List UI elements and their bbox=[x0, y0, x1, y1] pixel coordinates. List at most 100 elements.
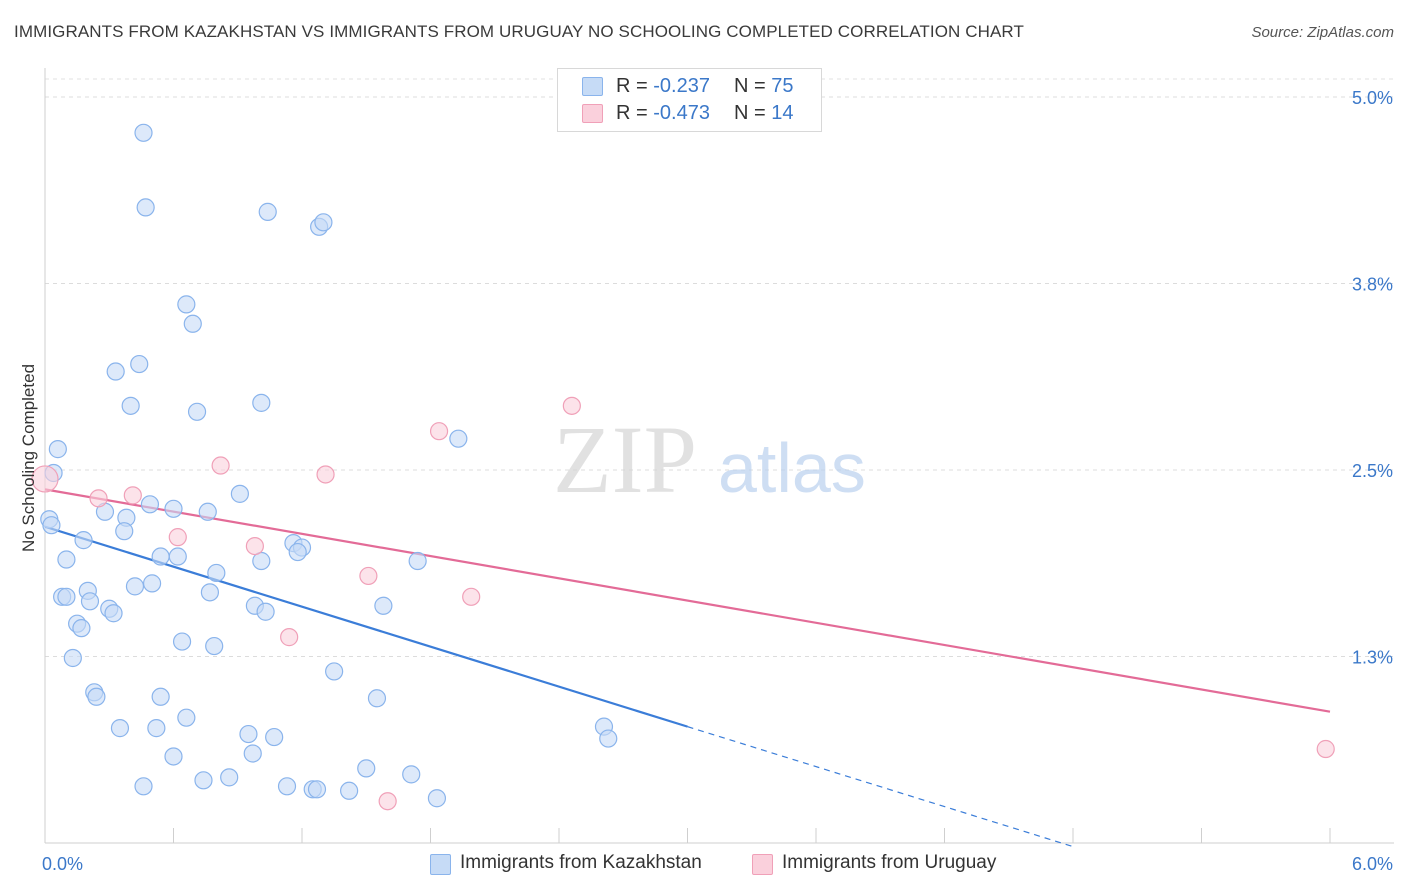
x-tick-label: 6.0% bbox=[1352, 854, 1393, 874]
point-kazakhstan bbox=[115, 522, 134, 541]
point-kazakhstan bbox=[183, 314, 202, 333]
legend-r-label: R = bbox=[616, 75, 648, 97]
y-tick-labels: 1.3% 2.5% 3.8% 5.0% bbox=[1352, 88, 1393, 668]
legend-swatch-kazakhstan bbox=[582, 77, 603, 96]
y-tick-label: 3.8% bbox=[1352, 275, 1393, 295]
point-kazakhstan bbox=[110, 719, 130, 738]
watermark-atlas: atlas bbox=[718, 429, 866, 507]
point-kazakhstan bbox=[239, 724, 258, 744]
point-uruguay bbox=[123, 486, 142, 505]
point-kazakhstan bbox=[164, 747, 183, 766]
point-kazakhstan bbox=[243, 744, 262, 763]
y-tick-label: 1.3% bbox=[1352, 648, 1393, 668]
series-swatch-kazakhstan bbox=[430, 854, 451, 875]
point-kazakhstan bbox=[72, 619, 91, 638]
point-kazakhstan bbox=[402, 765, 421, 784]
point-uruguay bbox=[462, 587, 481, 606]
point-kazakhstan bbox=[42, 516, 61, 535]
trend-line-kazakhstan-extrapolated bbox=[687, 726, 1074, 848]
y-tick-label: 2.5% bbox=[1352, 461, 1393, 481]
point-kazakhstan bbox=[142, 574, 162, 593]
legend-n-label: N = bbox=[734, 102, 766, 124]
point-kazakhstan bbox=[252, 393, 271, 412]
point-uruguay bbox=[89, 489, 108, 508]
point-kazakhstan bbox=[374, 596, 393, 615]
point-kazakhstan bbox=[325, 662, 344, 681]
point-kazakhstan bbox=[288, 542, 307, 562]
axes bbox=[44, 68, 1394, 844]
point-kazakhstan bbox=[265, 727, 284, 747]
x-tick-labels: 0.0% 6.0% bbox=[42, 854, 1393, 874]
point-kazakhstan bbox=[314, 213, 333, 232]
point-kazakhstan bbox=[134, 777, 153, 796]
point-kazakhstan bbox=[104, 604, 123, 623]
point-kazakhstan bbox=[408, 551, 427, 571]
point-kazakhstan bbox=[48, 440, 67, 459]
point-kazakhstan bbox=[168, 547, 187, 566]
correlation-legend: R = -0.237 N = 75 R = -0.473 N = 14 bbox=[557, 68, 822, 132]
point-kazakhstan bbox=[367, 689, 387, 708]
data-points bbox=[31, 123, 1335, 811]
legend-r-value: -0.237 bbox=[653, 75, 710, 97]
point-kazakhstan bbox=[307, 780, 327, 799]
point-kazakhstan bbox=[151, 547, 170, 566]
trend-line-uruguay bbox=[44, 488, 1331, 713]
point-kazakhstan bbox=[220, 768, 239, 787]
point-kazakhstan bbox=[57, 550, 76, 569]
point-kazakhstan bbox=[164, 499, 183, 518]
series-label-uruguay: Immigrants from Uruguay bbox=[782, 852, 997, 873]
point-kazakhstan bbox=[427, 789, 447, 808]
point-kazakhstan bbox=[258, 202, 277, 221]
point-kazakhstan bbox=[187, 402, 207, 421]
point-kazakhstan bbox=[136, 198, 155, 217]
point-kazakhstan bbox=[449, 429, 468, 448]
watermark: ZIP atlas bbox=[553, 406, 866, 513]
point-kazakhstan bbox=[357, 759, 376, 778]
point-kazakhstan bbox=[172, 632, 192, 651]
point-kazakhstan bbox=[200, 583, 220, 602]
legend-swatch-uruguay bbox=[582, 104, 603, 123]
point-uruguay bbox=[378, 792, 397, 811]
point-kazakhstan bbox=[230, 484, 249, 503]
point-uruguay bbox=[245, 536, 264, 556]
point-uruguay bbox=[316, 465, 335, 484]
point-uruguay bbox=[1316, 739, 1335, 759]
point-kazakhstan bbox=[121, 396, 140, 415]
watermark-zip: ZIP bbox=[553, 406, 697, 513]
legend-n-value: 75 bbox=[771, 75, 794, 97]
point-kazakhstan bbox=[106, 362, 125, 381]
point-kazakhstan bbox=[177, 708, 196, 727]
y-tick-label: 5.0% bbox=[1352, 88, 1393, 108]
point-kazakhstan bbox=[57, 587, 76, 606]
x-tick-label: 0.0% bbox=[42, 854, 83, 874]
point-kazakhstan bbox=[256, 602, 275, 621]
point-uruguay bbox=[429, 422, 449, 441]
source-label: Source: ZipAtlas.com bbox=[1251, 24, 1394, 41]
point-kazakhstan bbox=[205, 636, 224, 656]
point-kazakhstan bbox=[63, 648, 82, 668]
point-kazakhstan bbox=[599, 729, 618, 748]
chart-title: IMMIGRANTS FROM KAZAKHSTAN VS IMMIGRANTS… bbox=[14, 22, 1024, 41]
point-kazakhstan bbox=[147, 719, 166, 738]
point-uruguay bbox=[31, 465, 59, 493]
point-kazakhstan bbox=[198, 502, 217, 521]
point-uruguay bbox=[280, 628, 299, 647]
point-kazakhstan bbox=[340, 781, 359, 800]
point-uruguay bbox=[359, 566, 378, 586]
legend-n-value: 14 bbox=[771, 102, 794, 124]
point-uruguay bbox=[562, 396, 581, 415]
point-kazakhstan bbox=[74, 531, 93, 550]
point-kazakhstan bbox=[277, 777, 297, 796]
series-swatch-uruguay bbox=[752, 854, 773, 875]
gridlines bbox=[45, 78, 1394, 657]
trend-lines bbox=[44, 488, 1331, 848]
point-uruguay bbox=[168, 528, 187, 547]
point-kazakhstan bbox=[177, 295, 196, 314]
point-kazakhstan bbox=[140, 495, 160, 514]
point-uruguay bbox=[211, 456, 230, 475]
point-kazakhstan bbox=[207, 563, 226, 583]
legend-r-value: -0.473 bbox=[653, 102, 710, 124]
point-kazakhstan bbox=[80, 592, 100, 611]
point-kazakhstan bbox=[194, 771, 213, 790]
